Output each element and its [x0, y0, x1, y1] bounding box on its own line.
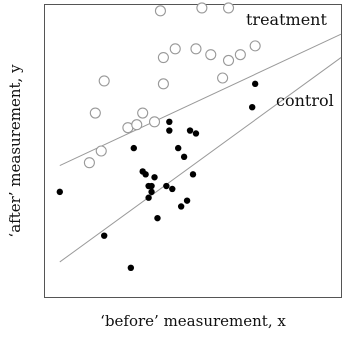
- data-point-control: [148, 188, 155, 196]
- data-point-control: [148, 182, 155, 190]
- data-point-treatment: [89, 107, 101, 119]
- data-point-treatment: [95, 145, 107, 157]
- data-point-control: [175, 144, 182, 152]
- data-point-control: [251, 80, 259, 88]
- fit-line-control: [59, 57, 342, 263]
- data-point-control: [186, 127, 194, 134]
- data-point-treatment: [148, 116, 161, 128]
- data-point-control: [166, 118, 173, 126]
- data-point-control: [177, 203, 185, 210]
- x-axis-label: ‘before’ measurement, x: [100, 312, 286, 330]
- data-point-treatment: [205, 49, 217, 61]
- data-point-control: [183, 197, 191, 204]
- data-point-control: [189, 171, 197, 178]
- data-point-control: [145, 194, 152, 201]
- data-point-control: [163, 182, 170, 190]
- data-point-treatment: [131, 119, 143, 131]
- series-label-treatment: treatment: [246, 10, 327, 29]
- data-point-control: [166, 127, 173, 134]
- data-point-control: [142, 171, 149, 178]
- data-point-control: [56, 188, 63, 196]
- data-point-treatment: [83, 157, 95, 169]
- plot-frame: [44, 4, 342, 298]
- data-point-treatment: [169, 43, 181, 55]
- data-point-control: [249, 104, 256, 111]
- data-point-control: [192, 130, 200, 137]
- data-point-control: [127, 264, 135, 271]
- data-point-treatment: [157, 78, 169, 90]
- data-point-treatment: [222, 2, 235, 14]
- data-point-treatment: [154, 5, 166, 17]
- data-point-control: [180, 153, 188, 161]
- data-point-treatment: [222, 54, 235, 67]
- data-point-treatment: [98, 75, 110, 87]
- data-point-treatment: [234, 49, 246, 61]
- fit-line-treatment: [59, 33, 342, 167]
- fit-lines: [59, 33, 342, 263]
- data-point-treatment: [137, 107, 149, 119]
- data-point-treatment: [196, 2, 208, 14]
- data-point-treatment: [217, 72, 229, 84]
- data-point-control: [154, 214, 161, 222]
- data-point-control: [169, 185, 176, 193]
- data-point-treatment: [157, 52, 169, 64]
- data-point-treatment: [249, 40, 261, 52]
- data-points: [56, 2, 261, 271]
- data-point-treatment: [190, 43, 202, 55]
- data-point-control: [130, 144, 137, 152]
- data-point-control: [101, 232, 108, 239]
- series-label-control: control: [276, 91, 334, 110]
- y-axis-label: ‘after’ measurement, y: [6, 64, 24, 238]
- data-point-control: [151, 174, 158, 181]
